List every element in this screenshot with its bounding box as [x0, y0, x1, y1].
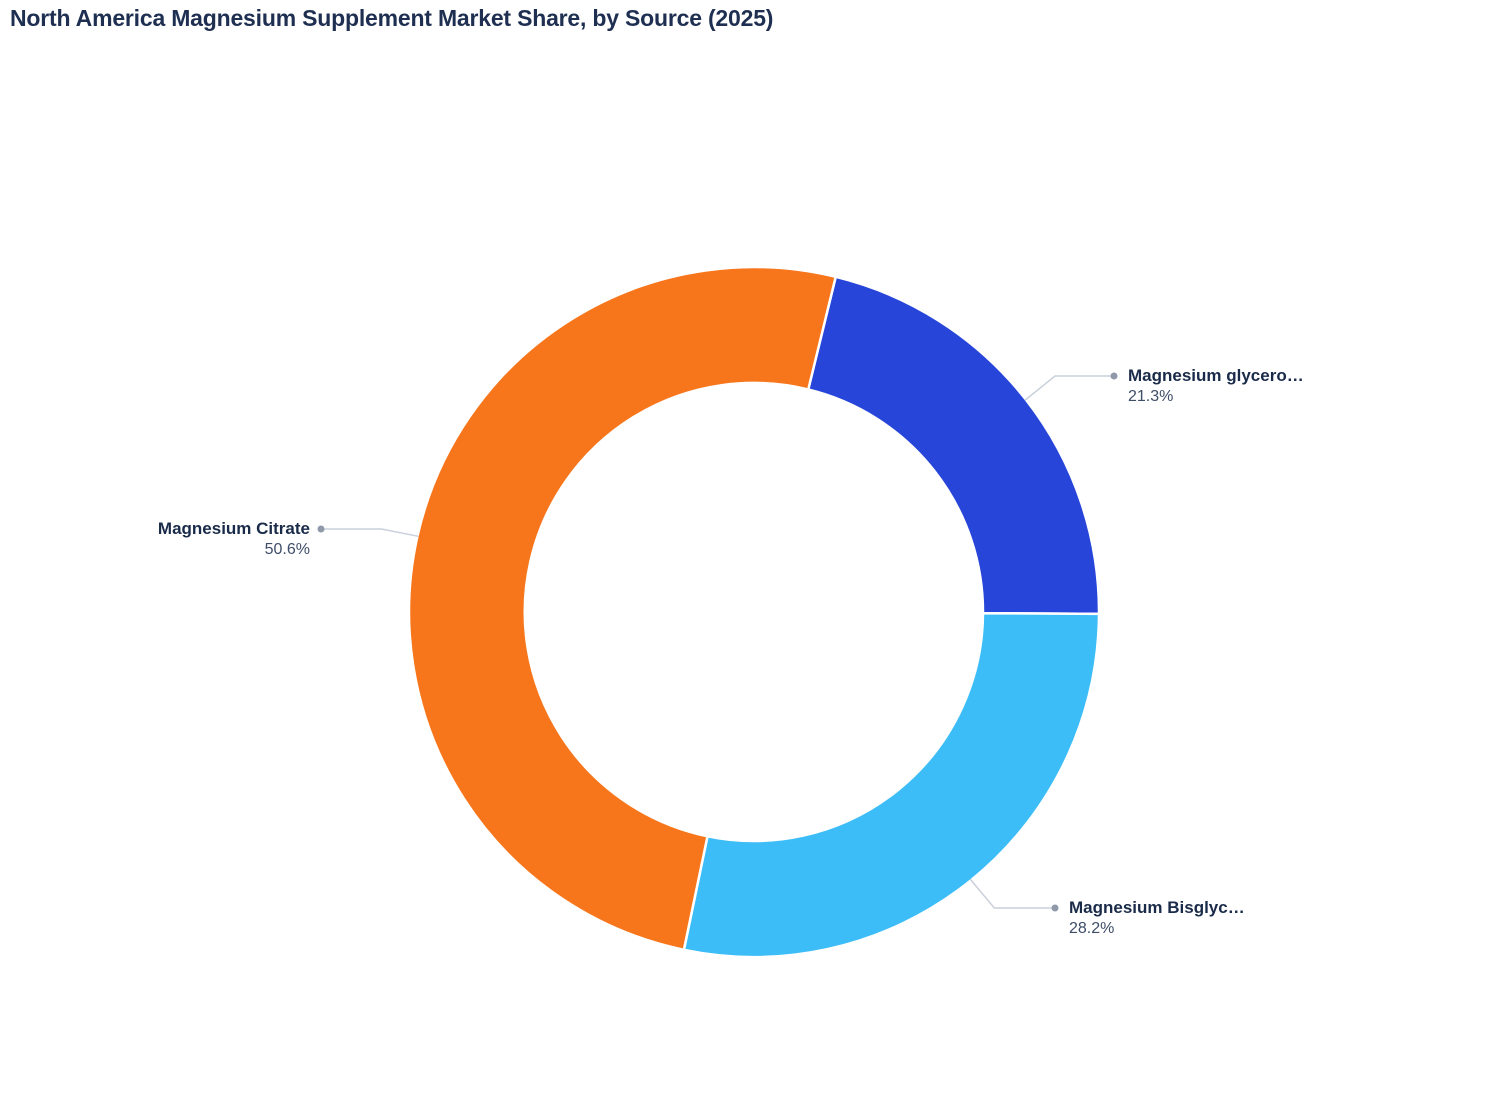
slice-label-magnesium-glycero: Magnesium glycero… 21.3%: [1128, 365, 1304, 407]
slice-label-text: Magnesium Citrate: [157, 519, 310, 538]
slice-magnesium-bisglyc[interactable]: [682, 611, 1101, 959]
label-connector-line: [969, 878, 1055, 909]
slice-magnesium-citrate[interactable]: [407, 265, 837, 952]
label-connector-line: [321, 528, 419, 538]
slice-label-text: Magnesium glycero…: [1128, 366, 1304, 385]
label-connector-dot: [317, 525, 325, 533]
slice-percent-text: 50.6%: [264, 541, 310, 558]
slice-magnesium-glycero[interactable]: [806, 275, 1101, 616]
slice-percent-text: 21.3%: [1128, 388, 1174, 405]
slice-label-text: Magnesium Bisglyc…: [1069, 898, 1245, 917]
label-connector-dot: [1110, 372, 1118, 380]
slice-percent-text: 28.2%: [1069, 920, 1115, 937]
label-connector-dot: [1051, 904, 1059, 912]
chart-title: North America Magnesium Supplement Marke…: [10, 5, 774, 31]
slice-label-magnesium-bisglyc: Magnesium Bisglyc… 28.2%: [1069, 897, 1245, 939]
slice-label-magnesium-citrate: Magnesium Citrate 50.6%: [158, 518, 310, 560]
label-connector-line: [1024, 375, 1114, 401]
